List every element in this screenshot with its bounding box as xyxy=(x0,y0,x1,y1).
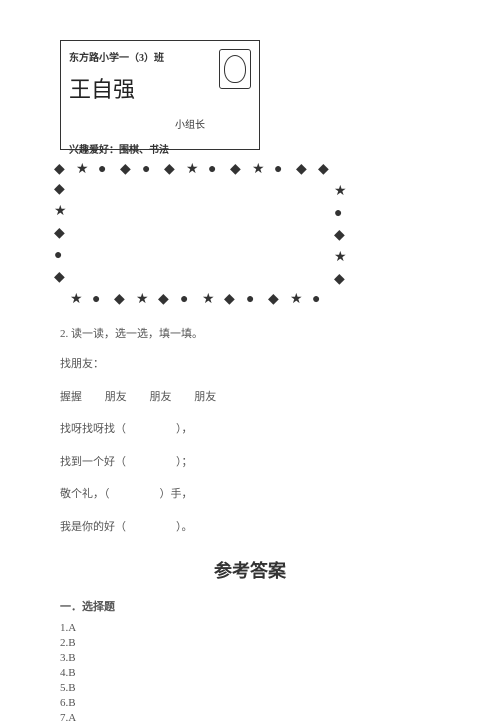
answer-item: 2.B xyxy=(60,637,440,649)
q2-title: 读一读，选一选，填一填。 xyxy=(71,328,203,340)
line-post: ）； xyxy=(176,456,193,468)
deco-shape: ◆ xyxy=(114,294,126,306)
line-post: ）手， xyxy=(160,488,193,500)
photo-frame xyxy=(219,49,251,89)
answer-item: 5.B xyxy=(60,682,440,694)
word-bank: 握握 朋友 朋友 朋友 xyxy=(60,389,440,407)
question-2-header: 2. 读一读，选一选，填一填。 xyxy=(60,325,440,341)
word-1: 握握 xyxy=(60,391,82,403)
line-pre: 找呀找呀找（ xyxy=(60,423,126,435)
deco-shape: ★ xyxy=(290,294,302,306)
deco-shape: ★ xyxy=(186,164,198,176)
deco-shape: ● xyxy=(334,208,346,220)
deco-shape: ● xyxy=(54,250,66,262)
q2-subtitle: 找朋友： xyxy=(60,356,440,374)
deco-shape: ◆ xyxy=(230,164,242,176)
face-icon xyxy=(224,55,246,83)
line-pre: 我是你的好（ xyxy=(60,521,126,533)
deco-shape: ● xyxy=(180,294,192,306)
line-pre: 敬个礼，（ xyxy=(60,488,110,500)
card-hobby: 兴趣爱好：围棋、书法 xyxy=(69,141,251,156)
deco-shape: ★ xyxy=(202,294,214,306)
deco-shape: ◆ xyxy=(54,184,66,196)
deco-shape: ◆ xyxy=(224,294,236,306)
deco-shape: ◆ xyxy=(334,274,346,286)
deco-shape: ◆ xyxy=(268,294,280,306)
fill-line: 找到一个好（ ）； xyxy=(60,454,440,472)
answer-section: 一．选择题 xyxy=(60,598,440,614)
answer-item: 3.B xyxy=(60,652,440,664)
id-card: 东方路小学一（3）班 王自强 小组长 兴趣爱好：围棋、书法 xyxy=(60,40,260,150)
answer-item: 7.A xyxy=(60,712,440,724)
word-4: 朋友 xyxy=(194,391,216,403)
answer-list: 1.A2.B3.B4.B5.B6.B7.A xyxy=(60,622,440,724)
deco-shape: ● xyxy=(246,294,258,306)
deco-shape: ● xyxy=(142,164,154,176)
deco-shape: ★ xyxy=(252,164,264,176)
deco-shape: ★ xyxy=(334,186,346,198)
deco-shape: ● xyxy=(312,294,324,306)
deco-shape: ★ xyxy=(136,294,148,306)
deco-shape: ◆ xyxy=(54,164,66,176)
fill-line: 我是你的好（ ）。 xyxy=(60,519,440,537)
deco-shape: ● xyxy=(92,294,104,306)
q2-number: 2. xyxy=(60,328,68,340)
deco-shape: ★ xyxy=(54,206,66,218)
deco-shape: ◆ xyxy=(158,294,170,306)
deco-shape: ◆ xyxy=(54,228,66,240)
decorative-frame: ◆★●◆●◆★●◆★●◆◆★●◆★◆●★◆●◆★●◆★◆●★◆●◆★◆ xyxy=(60,170,340,300)
fill-line: 找呀找呀找（ ）， xyxy=(60,421,440,439)
deco-shape: ◆ xyxy=(318,164,330,176)
line-post: ）， xyxy=(176,423,193,435)
word-2: 朋友 xyxy=(105,391,127,403)
line-pre: 找到一个好（ xyxy=(60,456,126,468)
deco-shape: ● xyxy=(208,164,220,176)
deco-shape: ◆ xyxy=(334,230,346,242)
deco-shape: ★ xyxy=(334,252,346,264)
deco-shape: ◆ xyxy=(296,164,308,176)
deco-shape: ★ xyxy=(76,164,88,176)
deco-shape: ★ xyxy=(70,294,82,306)
deco-shape: ◆ xyxy=(54,272,66,284)
word-3: 朋友 xyxy=(150,391,172,403)
answer-title: 参考答案 xyxy=(60,557,440,583)
deco-shape: ● xyxy=(274,164,286,176)
card-role: 小组长 xyxy=(129,116,251,131)
deco-shape: ◆ xyxy=(120,164,132,176)
line-post: ）。 xyxy=(176,521,193,533)
deco-shape: ● xyxy=(98,164,110,176)
answer-item: 1.A xyxy=(60,622,440,634)
answer-item: 4.B xyxy=(60,667,440,679)
deco-shape: ◆ xyxy=(164,164,176,176)
fill-line: 敬个礼，（ ）手， xyxy=(60,486,440,504)
